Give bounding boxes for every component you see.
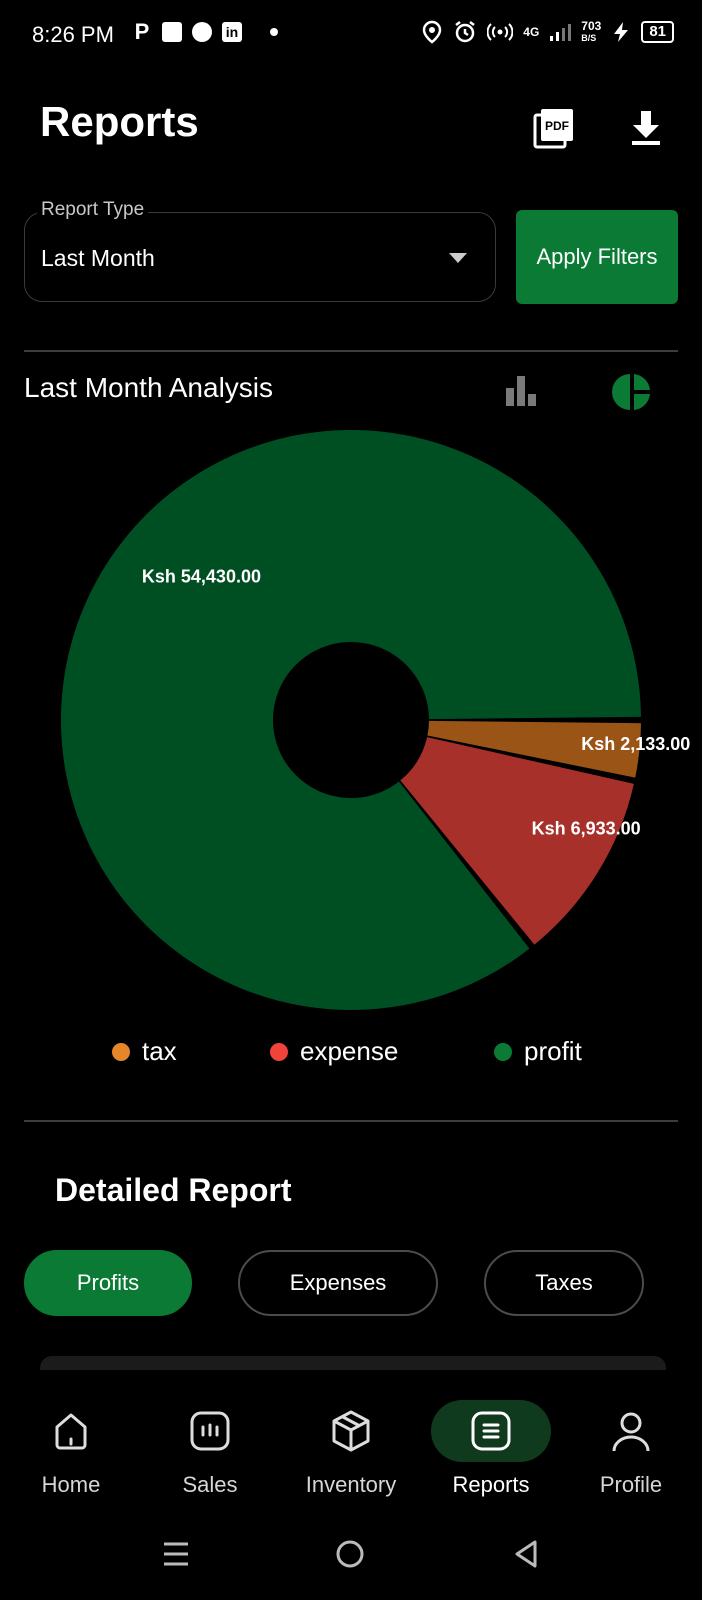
nav-inventory[interactable]: Inventory [286, 1400, 416, 1510]
nav-sales[interactable]: Sales [145, 1400, 275, 1510]
hotspot-icon [487, 23, 514, 41]
legend-item-profit: profit [494, 1036, 582, 1067]
nav-label: Inventory [305, 1472, 397, 1497]
bar-chart-icon [506, 376, 536, 406]
legend-label: profit [524, 1036, 582, 1066]
location-icon [423, 20, 442, 44]
report-type-label: Report Type [37, 199, 149, 221]
pie-label-tax: Ksh 2,133.00 [581, 734, 690, 754]
charging-icon [614, 22, 629, 42]
signal-icon [550, 24, 572, 41]
legend-dot [494, 1042, 512, 1061]
legend-dot [270, 1042, 288, 1061]
network-type: 4G [523, 25, 540, 39]
circle-home-icon [336, 1540, 364, 1568]
battery-level: 81 [641, 21, 674, 43]
pie-label-profit: Ksh 54,430.00 [142, 567, 261, 587]
pie-slice-profit [60, 430, 641, 1010]
inventory-box-icon [332, 1410, 370, 1452]
recent-apps-button[interactable] [156, 1534, 196, 1574]
report-type-select[interactable]: Report Type Last Month [24, 199, 496, 302]
system-navigation-bar [0, 1520, 702, 1600]
download-icon [632, 111, 660, 145]
more-notifications-dot [270, 28, 278, 36]
pdf-icon: PDF [533, 109, 573, 149]
nav-reports[interactable]: Reports [426, 1400, 556, 1510]
alarm-icon [455, 21, 476, 43]
tab-expenses[interactable]: Expenses [238, 1250, 438, 1316]
legend-item-expense: expense [270, 1036, 398, 1067]
pie-chart-toggle[interactable] [612, 372, 652, 412]
pie-label-expense: Ksh 6,933.00 [532, 818, 641, 838]
nav-label: Sales [182, 1472, 238, 1497]
chat-icon [192, 22, 212, 42]
back-button[interactable] [506, 1534, 546, 1574]
legend-label: tax [142, 1036, 177, 1066]
nav-label: Home [41, 1472, 101, 1497]
page-title: Reports [40, 98, 199, 145]
apply-filters-button[interactable]: Apply Filters [516, 210, 678, 304]
nav-label: Reports [452, 1472, 530, 1497]
bar-chart-toggle[interactable] [504, 372, 544, 412]
report-card-edge [40, 1356, 666, 1370]
report-type-value: Last Month [41, 245, 155, 271]
linkedin-icon: in [222, 22, 242, 42]
pie-chart-icon [612, 374, 650, 410]
chart-legend: tax expense profit [0, 1036, 702, 1076]
nav-home[interactable]: Home [6, 1400, 136, 1510]
divider [24, 1120, 678, 1122]
notification-icons: P in [132, 19, 278, 44]
legend-dot [112, 1042, 130, 1061]
profile-icon [612, 1412, 650, 1452]
download-button[interactable] [624, 106, 668, 150]
dropdown-arrow-icon [449, 253, 467, 263]
status-time: 8:26 PM [32, 22, 114, 47]
tab-profits[interactable]: Profits [24, 1250, 192, 1316]
analysis-pie-chart: Ksh 54,430.00 Ksh 2,133.00 Ksh 6,933.00 [60, 430, 690, 1010]
p-app-icon: P [134, 19, 150, 44]
home-icon [55, 1413, 87, 1450]
nav-profile[interactable]: Profile [566, 1400, 696, 1510]
reports-icon [471, 1411, 511, 1451]
pie-slice-tax [427, 720, 641, 778]
menu-icon [164, 1542, 188, 1566]
analysis-title: Last Month Analysis [24, 372, 274, 403]
app-square-icon [162, 22, 182, 42]
pdf-export-button[interactable]: PDF [532, 106, 576, 150]
legend-label: expense [300, 1036, 399, 1066]
home-system-button[interactable] [330, 1534, 370, 1574]
divider [24, 350, 678, 352]
tab-taxes[interactable]: Taxes [484, 1250, 644, 1316]
legend-item-tax: tax [112, 1036, 177, 1067]
data-speed: 703 B/S [581, 19, 602, 43]
nav-label: Profile [599, 1472, 663, 1497]
back-triangle-icon [515, 1540, 537, 1568]
system-icons: 4G 703 B/S 81 [421, 20, 674, 44]
detailed-report-title: Detailed Report [55, 1172, 292, 1208]
bottom-navigation: Home Sales Inventory Reports Profile [0, 1380, 702, 1520]
pie-slice-expense [400, 737, 634, 945]
sales-icon [190, 1411, 230, 1451]
status-bar: 8:26 PM P in 4G 703 B/S 81 [0, 0, 702, 72]
svg-text:PDF: PDF [545, 119, 569, 133]
